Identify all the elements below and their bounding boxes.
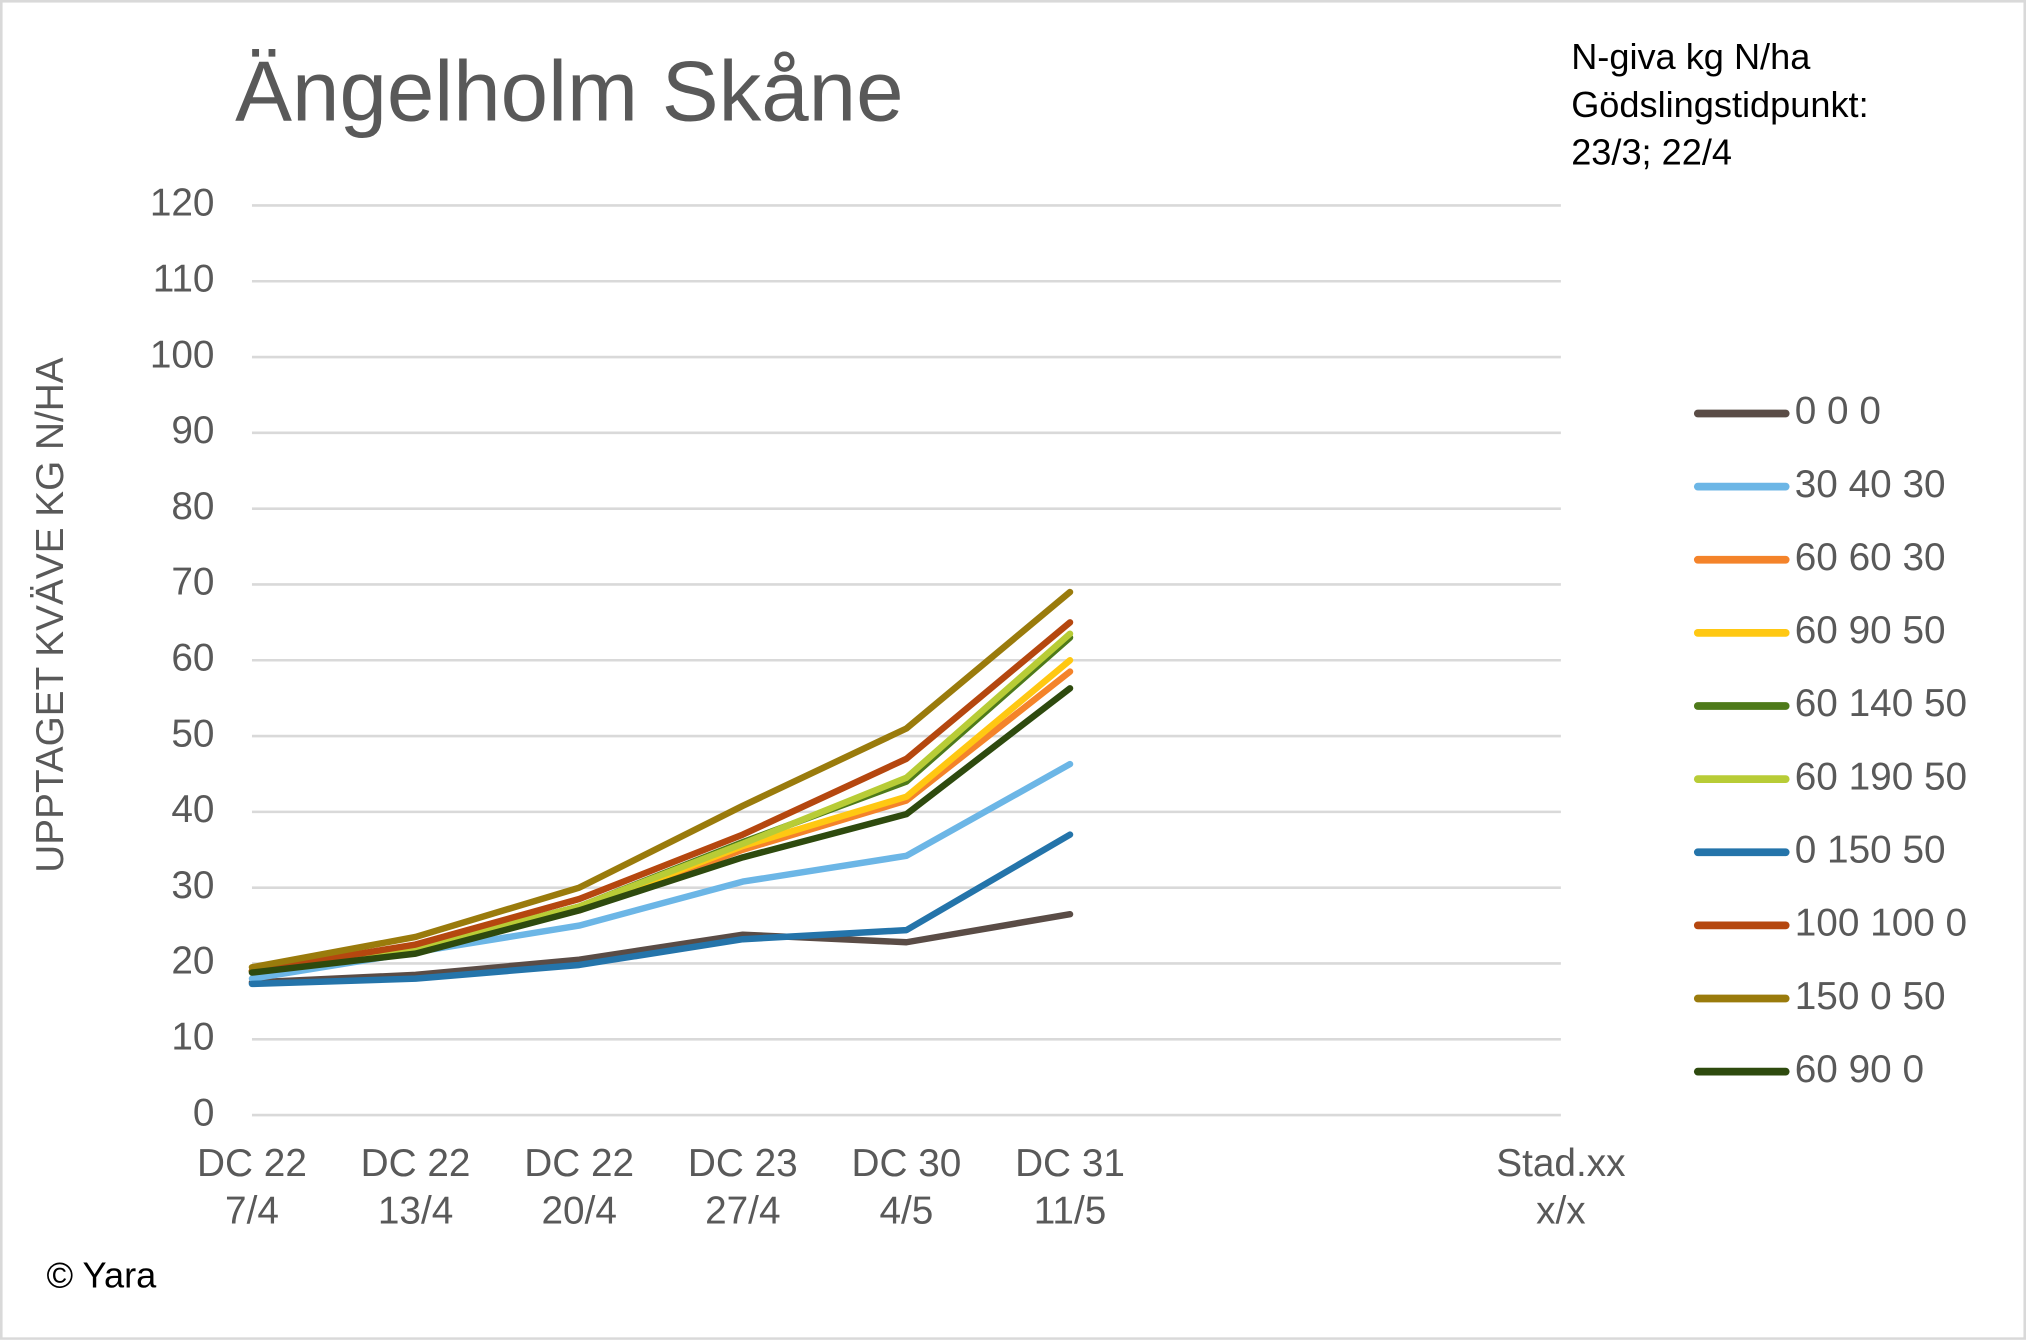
- legend-label: 30 40 30: [1795, 463, 1946, 506]
- legend-label: 60 90 50: [1795, 609, 1946, 652]
- y-tick-label: 0: [193, 1091, 215, 1134]
- y-tick-label: 60: [171, 636, 214, 679]
- x-tick-label: DC 30 4/5: [851, 1142, 962, 1233]
- series-line: [248, 619, 1074, 975]
- annotation: Gödslingstidpunkt:: [1571, 84, 1868, 125]
- series-line: [248, 588, 1074, 971]
- legend-label: 0 150 50: [1795, 829, 1946, 872]
- x-tick-label: DC 22 7/4: [197, 1142, 307, 1233]
- footer: © Yara: [47, 1254, 158, 1295]
- y-tick-label: 40: [171, 788, 214, 831]
- series-line: [248, 831, 1074, 988]
- legend-label: 60 140 50: [1795, 682, 1967, 725]
- legend-label: 60 190 50: [1795, 755, 1967, 798]
- y-tick-label: 120: [150, 182, 215, 225]
- y-tick-label: 10: [171, 1016, 214, 1059]
- y-tick-label: 100: [150, 333, 215, 376]
- x-tick-label: DC 22 20/4: [524, 1142, 635, 1233]
- x-tick-label: Stad.xx x/x: [1496, 1142, 1626, 1233]
- legend-label: 60 60 30: [1795, 536, 1946, 579]
- series-line: [248, 685, 1074, 976]
- y-tick-label: 90: [171, 409, 214, 452]
- y-tick-label: 80: [171, 485, 214, 528]
- legend-label: 150 0 50: [1795, 975, 1946, 1018]
- chart-title: Ängelholm Skåne: [235, 45, 903, 140]
- series-line: [248, 910, 1074, 986]
- x-tick-label: DC 23 27/4: [687, 1142, 798, 1233]
- annotation: 23/3; 22/4: [1571, 132, 1732, 173]
- y-tick-label: 110: [153, 257, 215, 300]
- annotation: N-giva kg N/ha: [1571, 36, 1811, 77]
- x-tick-label: DC 22 13/4: [360, 1142, 471, 1233]
- x-tick-label: DC 31 11/5: [1015, 1142, 1125, 1233]
- y-tick-label: 30: [171, 864, 214, 907]
- legend-label: 0 0 0: [1795, 390, 1881, 433]
- legend-label: 100 100 0: [1795, 902, 1967, 945]
- legend-label: 60 90 0: [1795, 1048, 1924, 1091]
- y-tick-label: 70: [171, 561, 214, 604]
- y-tick-label: 20: [171, 940, 214, 983]
- y-tick-label: 50: [171, 712, 214, 755]
- y-axis-label: UPPTAGET KVÄVE KG N/HA: [29, 357, 72, 873]
